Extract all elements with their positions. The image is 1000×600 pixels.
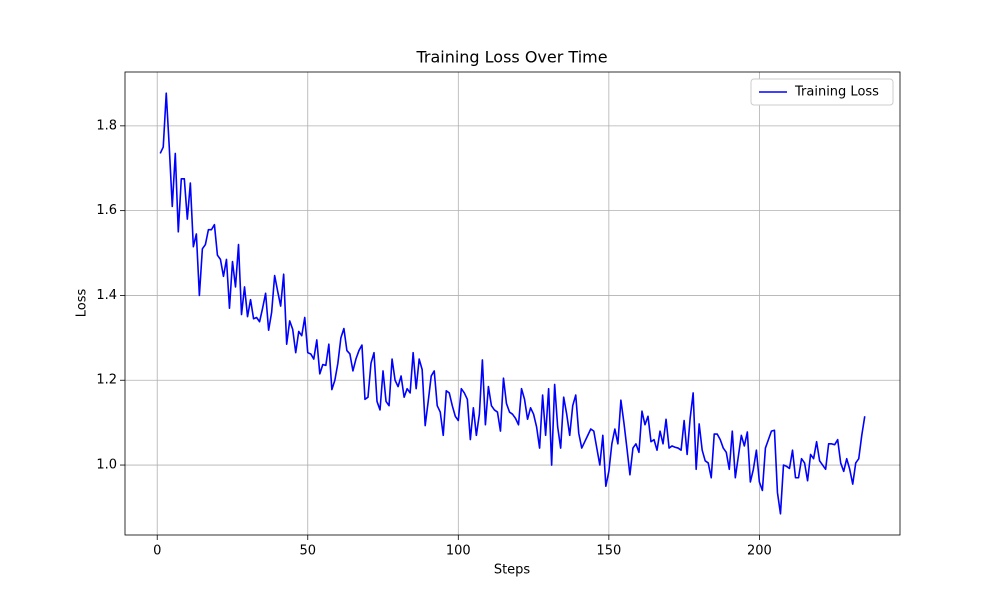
y-tick-label: 1.2	[96, 373, 117, 388]
x-tick-label: 50	[299, 544, 316, 559]
y-axis-label: Loss	[75, 289, 90, 318]
chart-title: Training Loss Over Time	[415, 48, 607, 67]
y-tick-label: 1.4	[96, 288, 117, 303]
x-tick-label: 100	[446, 544, 471, 559]
x-tick-label: 200	[747, 544, 772, 559]
plot-frame	[124, 71, 901, 536]
y-tick-label: 1.8	[96, 118, 117, 133]
legend-box	[750, 78, 894, 106]
line-series	[159, 92, 866, 515]
legend: Training Loss	[750, 78, 894, 106]
x-tick-label: 0	[153, 544, 161, 559]
y-tick-label: 1.6	[96, 203, 117, 218]
x-axis-label: Steps	[494, 563, 531, 578]
legend-label: Training Loss	[794, 85, 879, 100]
y-tick-label: 1.0	[96, 458, 117, 473]
x-tick-label: 150	[596, 544, 621, 559]
